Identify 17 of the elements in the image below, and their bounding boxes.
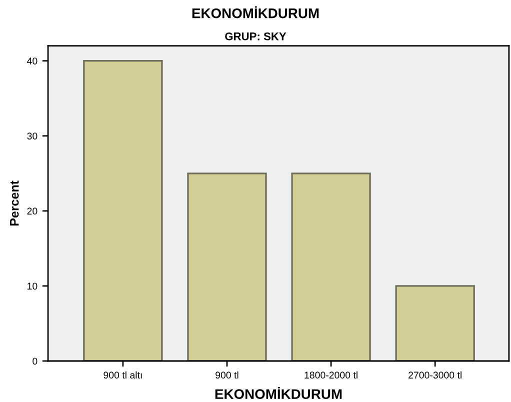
y-tick-label: 0	[32, 358, 38, 365]
x-tick-label: 900 tl	[216, 371, 238, 379]
chart-subtitle: GRUP: SKY	[225, 32, 286, 40]
x-tick-label: 900 tl altı	[104, 371, 142, 379]
x-tick-label: 2700-3000 tl	[408, 371, 462, 379]
x-tick-label: 1800-2000 tl	[304, 371, 358, 379]
x-axis-title: EKONOMİKDURUM	[215, 387, 342, 400]
chart-title: EKONOMİKDURUM	[192, 6, 319, 18]
bar	[83, 60, 163, 361]
bar	[187, 172, 267, 361]
y-tick-label: 20	[27, 208, 38, 215]
y-axis-title: Percent	[10, 180, 19, 226]
y-tick-label: 10	[28, 282, 38, 290]
bar	[291, 172, 371, 361]
y-tick-label: 40	[27, 58, 38, 64]
y-tick-label: 30	[27, 132, 38, 140]
bar	[395, 285, 475, 361]
